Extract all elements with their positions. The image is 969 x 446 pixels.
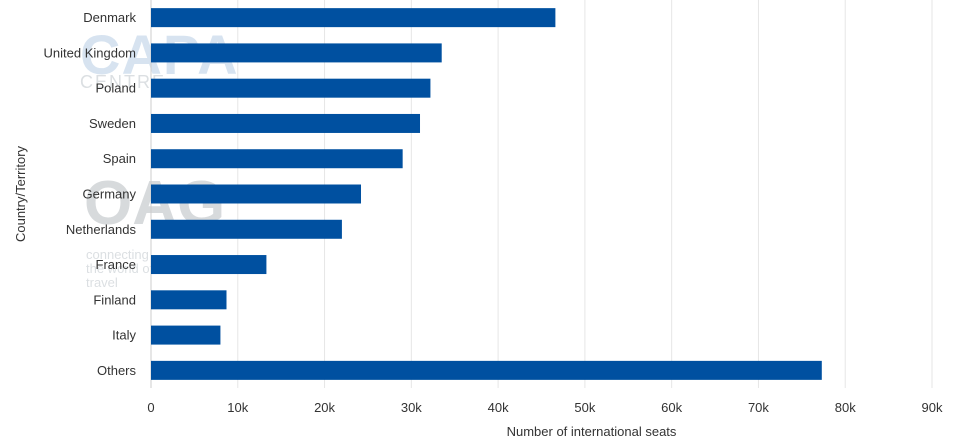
category-label: United Kingdom <box>44 45 137 60</box>
x-tick-label: 10k <box>227 400 248 415</box>
category-label: Spain <box>103 151 136 166</box>
category-label: Finland <box>93 292 136 307</box>
bar[interactable] <box>151 360 822 380</box>
category-label: Denmark <box>83 10 136 25</box>
bar[interactable] <box>151 290 227 310</box>
category-label: Poland <box>96 81 136 96</box>
bar[interactable] <box>151 325 221 345</box>
x-tick-label: 60k <box>661 400 682 415</box>
bar[interactable] <box>151 43 442 63</box>
x-tick-label: 20k <box>314 400 335 415</box>
bar[interactable] <box>151 255 267 275</box>
y-axis-title: Country/Territory <box>13 145 28 242</box>
x-tick-label: 30k <box>401 400 422 415</box>
category-label: Germany <box>83 187 137 202</box>
x-axis-title: Number of international seats <box>507 424 677 439</box>
category-label: Others <box>97 363 137 378</box>
bar[interactable] <box>151 219 342 239</box>
bar[interactable] <box>151 184 362 204</box>
category-label: Italy <box>112 328 136 343</box>
bar[interactable] <box>151 113 421 133</box>
category-label: Netherlands <box>66 222 137 237</box>
x-tick-label: 70k <box>748 400 769 415</box>
bar[interactable] <box>151 78 431 98</box>
gridlines <box>150 0 933 388</box>
bar[interactable] <box>151 149 403 169</box>
x-tick-label: 50k <box>574 400 595 415</box>
x-tick-label: 0 <box>147 400 154 415</box>
category-labels: Denmark United Kingdom Poland Sweden Spain Ge… <box>44 10 137 378</box>
x-tick-label: 90k <box>922 400 943 415</box>
bar[interactable] <box>151 8 556 28</box>
category-label: Sweden <box>89 116 136 131</box>
x-tick-label: 80k <box>835 400 856 415</box>
x-tick-labels: 0 10k 20k 30k 40k 50k 60k 70k 80k 90k <box>147 400 943 415</box>
category-label: France <box>96 257 136 272</box>
x-tick-label: 40k <box>488 400 509 415</box>
bars <box>151 8 822 380</box>
